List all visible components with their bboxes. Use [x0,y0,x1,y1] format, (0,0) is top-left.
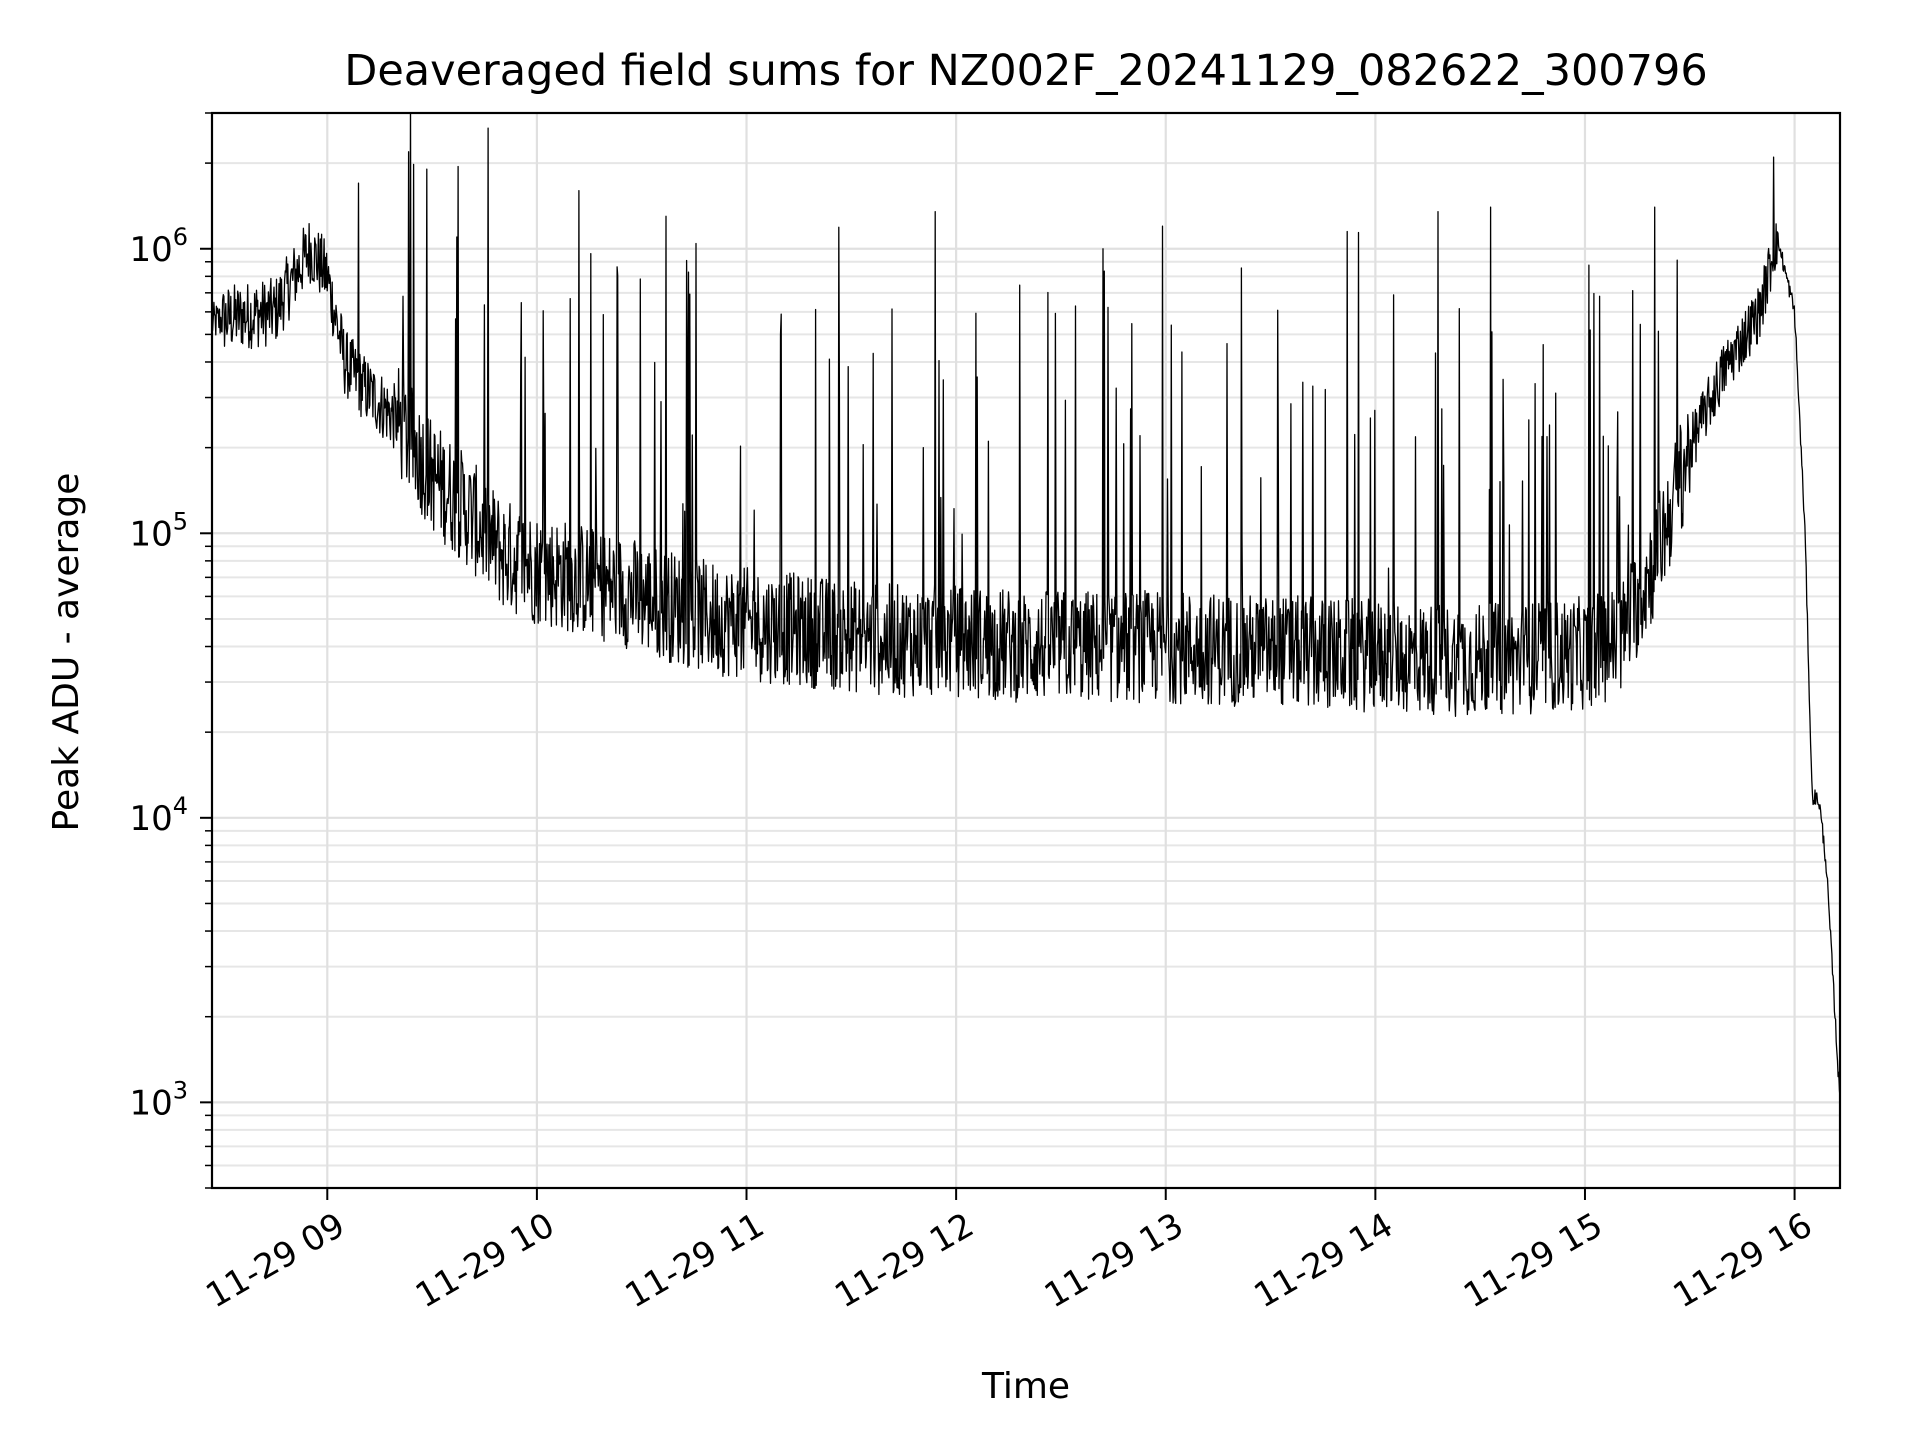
minor-gridlines [212,112,1840,1189]
y-tick-label: 103 [129,1076,188,1123]
y-tick-label: 106 [129,223,188,270]
major-gridlines [212,113,1840,1188]
y-tick-label: 104 [129,792,188,839]
series-line [212,113,1840,1098]
chart-title: Deaveraged field sums for NZ002F_2024112… [344,46,1708,96]
y-axis-minor-ticks [205,112,212,1189]
y-axis-label: Peak ADU - average [46,473,87,832]
x-axis-label: Time [981,1366,1070,1407]
y-axis-ticks: 103 104 105 106 [129,223,212,1123]
y-tick-label: 105 [129,507,188,554]
plot-frame [210,111,1842,1190]
